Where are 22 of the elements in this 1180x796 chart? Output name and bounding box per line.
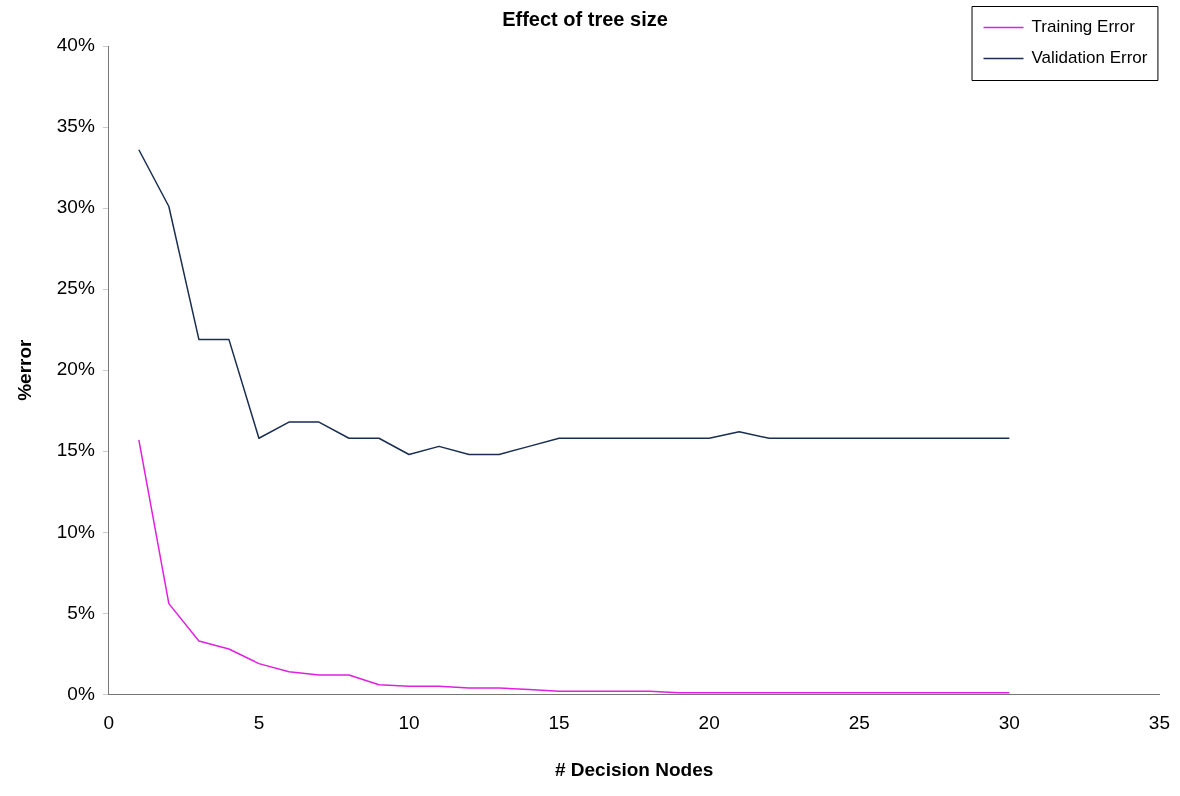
x-tick-label: 30 bbox=[998, 712, 1020, 734]
x-tick-label: 15 bbox=[548, 712, 570, 734]
y-tick-label: 40% bbox=[56, 34, 95, 56]
chart-title: Effect of tree size bbox=[502, 7, 668, 30]
y-tick-label: 5% bbox=[67, 601, 95, 623]
y-tick-label: 30% bbox=[56, 196, 95, 218]
legend-label: Training Error bbox=[1031, 17, 1136, 37]
x-tick-label: 0 bbox=[103, 712, 115, 734]
legend-label: Validation Error bbox=[1031, 48, 1148, 68]
y-tick-label: 20% bbox=[56, 358, 95, 380]
x-tick-label: 5 bbox=[253, 712, 265, 734]
x-tick-label: 10 bbox=[398, 712, 420, 734]
y-tick-label: 15% bbox=[56, 439, 95, 461]
x-tick-label: 35 bbox=[1148, 712, 1170, 734]
x-tick-label: 25 bbox=[848, 712, 870, 734]
y-tick-label: 0% bbox=[67, 682, 95, 704]
x-axis-title: # Decision Nodes bbox=[554, 758, 714, 780]
y-tick-label: 10% bbox=[56, 520, 95, 542]
y-tick-label: 35% bbox=[56, 115, 95, 137]
x-tick-label: 20 bbox=[698, 712, 720, 734]
y-tick-label: 25% bbox=[56, 277, 95, 299]
y-axis-title: %error bbox=[13, 338, 35, 401]
